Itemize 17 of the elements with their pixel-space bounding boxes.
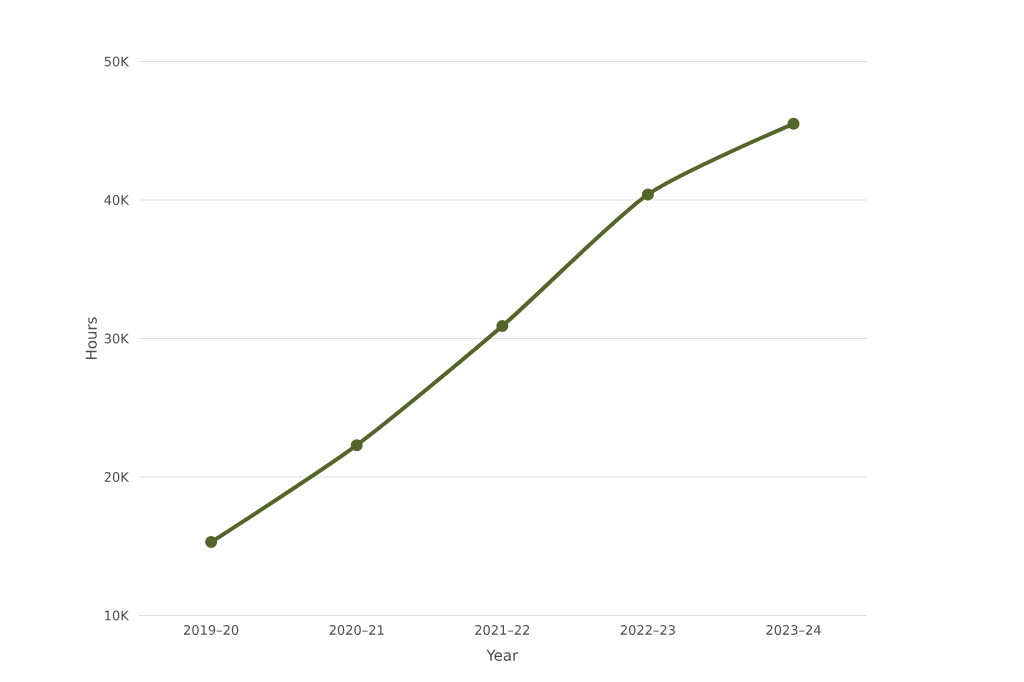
y-tick-label: 50K — [104, 56, 130, 67]
point — [350, 439, 363, 452]
x-tick-label: 2022–23 — [620, 625, 675, 635]
y-tick-label: 10K — [105, 610, 130, 621]
point — [787, 117, 800, 130]
y-tick-label: 20K — [104, 472, 130, 482]
x-tick-label: 2023–24 — [766, 625, 821, 635]
point — [205, 536, 218, 549]
x-axis-title: Year — [486, 649, 519, 661]
x-tick-label: 2020–21 — [329, 625, 384, 635]
x-tick-label: 2021–22 — [475, 625, 530, 635]
point — [641, 188, 654, 201]
x-tick-label: 2019–20 — [184, 625, 239, 635]
point — [496, 320, 509, 333]
y-axis-title: Hours — [85, 317, 97, 360]
y-tick-label: 40K — [104, 195, 130, 205]
y-tick-label: 30K — [104, 333, 130, 344]
